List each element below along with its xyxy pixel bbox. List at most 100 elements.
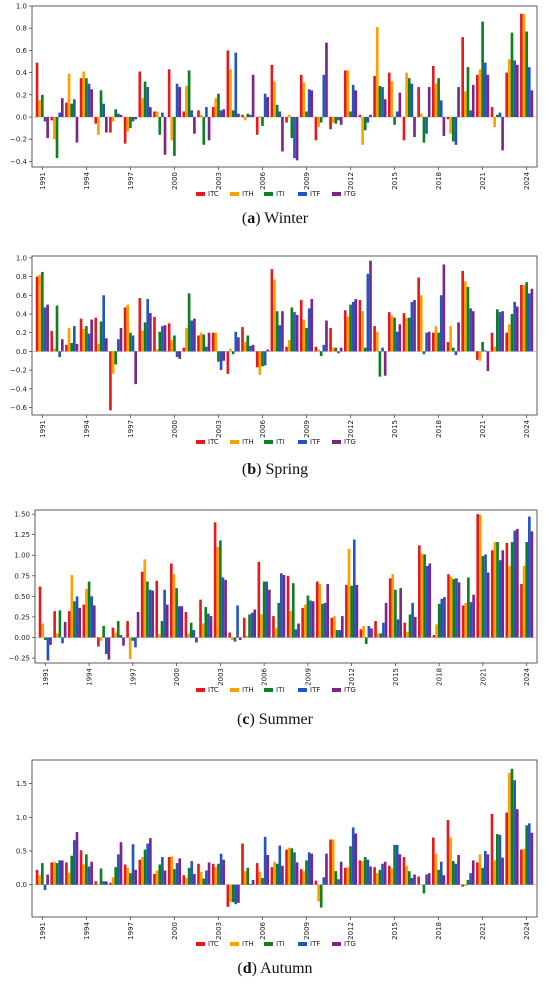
bar-itg (457, 582, 461, 638)
legend-swatch-ith (230, 192, 239, 196)
bar-itc (285, 346, 288, 352)
caption-letter: a (247, 210, 256, 227)
bar-itf (513, 780, 516, 885)
bar-iti (202, 878, 206, 885)
bar-itg (457, 322, 460, 352)
bar-itf (337, 351, 340, 354)
bar-itf (455, 578, 458, 638)
bar-itf (351, 84, 355, 118)
bar-iti (187, 867, 191, 885)
bar-ith (493, 542, 497, 638)
bar-itf (381, 347, 384, 352)
x-tick-label: 2015 (391, 922, 399, 940)
bar-itf (75, 596, 79, 638)
bar-itf (454, 117, 458, 145)
bar-iti (452, 579, 456, 638)
bar-iti (290, 307, 294, 352)
bar-ith (126, 117, 130, 132)
legend-swatch-itg (332, 440, 341, 444)
bar-itc (446, 342, 450, 352)
bar-itc (387, 312, 391, 352)
bar-ith (38, 274, 42, 352)
bar-ith (126, 304, 130, 352)
bar-itc (109, 351, 112, 411)
bar-ith (67, 872, 71, 885)
bar-ith (158, 634, 161, 638)
x-tick-label: 1997 (127, 172, 135, 190)
bar-itg (46, 304, 49, 352)
bar-itf (337, 879, 340, 885)
bar-ith (67, 73, 71, 118)
bar-iti (70, 103, 74, 118)
x-tick-label: 2018 (435, 922, 443, 940)
bar-itc (476, 351, 479, 360)
bar-itg (501, 550, 505, 638)
bar-iti (58, 610, 62, 638)
bar-itc (197, 863, 200, 885)
x-tick-label: 2000 (171, 420, 179, 438)
y-tick-label: 0.6 (16, 292, 28, 300)
bar-itg (207, 862, 211, 885)
bar-ith (331, 347, 335, 352)
bar-ith (419, 113, 423, 118)
y-tick-label: 0.6 (16, 47, 28, 55)
x-tick-label: 1994 (83, 171, 91, 189)
plot-frame (31, 255, 538, 416)
bar-itc (138, 859, 142, 885)
bar-itc (241, 114, 244, 118)
bar-itg (224, 579, 227, 638)
bar-ith (185, 877, 188, 885)
bar-itf (90, 596, 93, 638)
bar-iti (261, 877, 264, 885)
bar-ith (99, 637, 103, 641)
x-tick-label: 1997 (127, 420, 135, 438)
bar-itf (104, 637, 108, 654)
bar-ith (185, 328, 188, 352)
bar-iti (146, 581, 149, 638)
bar-iti (41, 863, 44, 885)
bar-ith (214, 332, 218, 352)
x-tick-label: 2018 (435, 172, 443, 190)
legend-swatch-itf (298, 942, 307, 946)
bar-iti (378, 351, 382, 377)
bar-itg (209, 616, 213, 638)
bar-itg (530, 90, 534, 118)
bar-iti (291, 583, 295, 638)
bar-itc (228, 632, 232, 638)
bar-ith (478, 69, 482, 118)
bar-ith (522, 13, 526, 118)
bar-itc (358, 299, 362, 352)
bar-itf (469, 110, 472, 118)
legend-label-itc: ITC (208, 940, 219, 948)
bar-itf (322, 74, 326, 118)
bar-itf (148, 589, 152, 638)
bar-itc (255, 351, 259, 368)
bar-itc (109, 882, 112, 885)
bar-itg (281, 311, 284, 352)
bar-iti (85, 854, 88, 885)
bar-itc (211, 863, 215, 885)
bar-itf (307, 308, 311, 352)
x-tick-label: 1994 (83, 419, 91, 437)
bar-iti (305, 860, 308, 885)
bar-itg (501, 857, 504, 885)
bar-itf (131, 844, 135, 885)
bar-ith (97, 343, 100, 352)
bar-iti (143, 322, 147, 352)
bar-iti (129, 873, 132, 885)
y-tick-label: 1.0 (16, 3, 27, 11)
bar-itf (425, 874, 428, 885)
x-tick-label: 2021 (479, 420, 487, 438)
bar-itc (314, 880, 318, 885)
bar-itg (530, 531, 534, 638)
x-tick-label: 2009 (303, 172, 311, 190)
bar-itf (469, 308, 472, 352)
bar-itc (109, 117, 112, 133)
bar-ith (302, 82, 306, 118)
bar-iti (175, 588, 178, 638)
bar-itf (163, 589, 166, 638)
bar-iti (393, 317, 396, 352)
bar-itc (358, 114, 362, 118)
bar-itg (442, 875, 446, 885)
bar-itf (265, 581, 269, 638)
